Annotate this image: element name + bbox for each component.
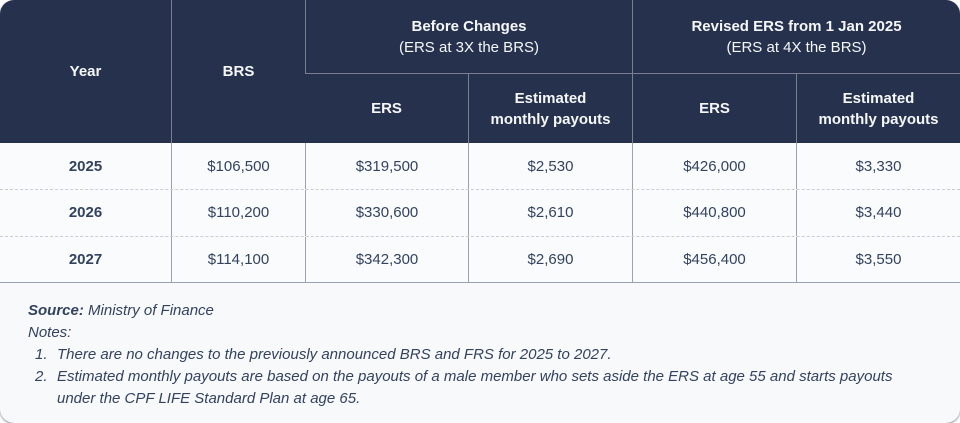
ers-revised-label: ERS [699,100,730,117]
table-body: 2025 $106,500 $319,500 $2,530 $426,000 $… [0,143,960,283]
cell-brs: $106,500 [171,143,305,190]
payouts-revised-label: Estimated monthly payouts [818,89,939,128]
cell-payout-revised: $3,330 [796,143,960,190]
cell-ers-before: $319,500 [305,143,468,190]
note-item-2: 2. Estimated monthly payouts are based o… [28,366,930,410]
ers-before-label: ERS [371,100,402,117]
source-label: Source: [28,302,84,319]
footer-notes: Source: Ministry of Finance Notes: 1. Th… [0,283,960,410]
table-row-2025: 2025 $106,500 $319,500 $2,530 $426,000 $… [0,143,960,190]
cell-ers-before: $342,300 [305,236,468,282]
cell-brs: $114,100 [171,236,305,282]
header-payouts-before: Estimated monthly payouts [468,74,632,143]
source-line: Source: Ministry of Finance [28,300,930,322]
header-ers-before: ERS [305,74,468,143]
cell-brs: $110,200 [171,190,305,236]
cell-payout-revised: $3,440 [796,190,960,236]
cell-payout-revised: $3,550 [796,236,960,282]
header-group-before-changes: Before Changes (ERS at 3X the BRS) [305,0,632,74]
note-text: Estimated monthly payouts are based on t… [57,368,893,407]
notes-label: Notes: [28,324,72,341]
cell-ers-before: $330,600 [305,190,468,236]
header-payouts-revised: Estimated monthly payouts [796,74,960,143]
table-row-2027: 2027 $114,100 $342,300 $2,690 $456,400 $… [0,235,960,282]
cell-ers-revised: $440,800 [632,190,796,236]
note-text: There are no changes to the previously a… [57,346,612,363]
table-header: Year BRS Before Changes (ERS at 3X the B… [0,0,960,143]
note-number: 2. [35,368,48,385]
before-changes-subtitle: (ERS at 3X the BRS) [398,38,540,56]
header-brs-label: BRS [222,63,255,80]
header-group-revised-ers: Revised ERS from 1 Jan 2025 (ERS at 4X t… [632,0,960,74]
cell-year: 2025 [68,157,103,175]
before-changes-title: Before Changes [411,17,527,35]
cell-ers-revised: $456,400 [632,236,796,282]
revised-ers-subtitle: (ERS at 4X the BRS) [726,38,867,56]
cell-ers-revised: $426,000 [632,143,796,190]
cell-payout-before: $2,530 [468,143,632,190]
note-number: 1. [35,346,48,363]
note-item-1: 1. There are no changes to the previousl… [28,344,930,366]
cell-payout-before: $2,690 [468,236,632,282]
header-year: Year [0,0,171,143]
cell-year: 2026 [68,204,103,222]
payouts-before-label: Estimated monthly payouts [490,89,611,128]
header-ers-revised: ERS [632,74,796,143]
cell-year: 2027 [68,250,103,268]
header-year-label: Year [69,63,102,80]
header-brs: BRS [171,0,305,143]
cell-payout-before: $2,610 [468,190,632,236]
source-value: Ministry of Finance [83,302,214,319]
table-row-2026: 2026 $110,200 $330,600 $2,610 $440,800 $… [0,189,960,236]
revised-ers-title: Revised ERS from 1 Jan 2025 [691,17,902,35]
